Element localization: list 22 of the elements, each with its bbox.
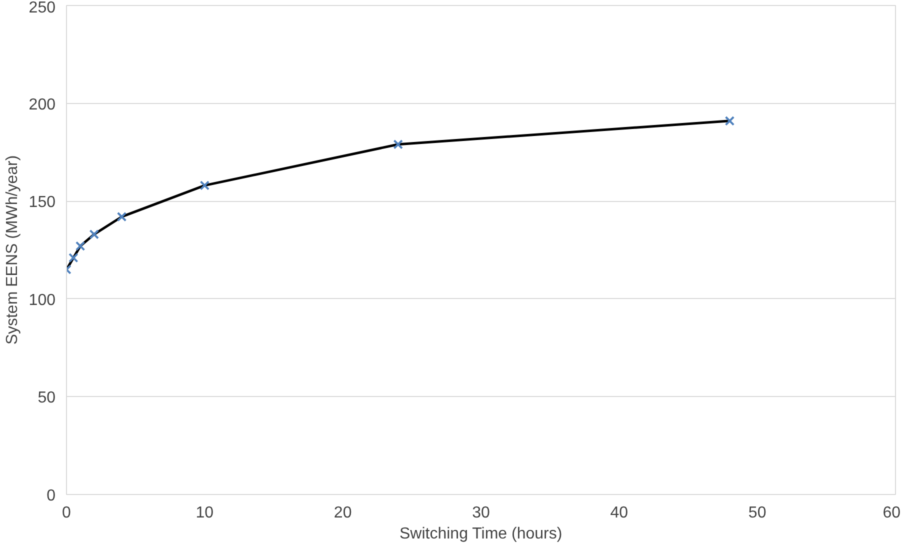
y-tick-label: 50 xyxy=(38,390,56,407)
x-tick-label: 10 xyxy=(196,504,214,522)
x-tick-label: 40 xyxy=(610,504,628,522)
point xyxy=(68,252,78,263)
x-tick-label: 0 xyxy=(62,504,72,522)
y-axis-title: System EENS (MWh/year) xyxy=(4,155,21,345)
point xyxy=(393,139,403,150)
point xyxy=(75,241,86,251)
y-tick-label: 100 xyxy=(28,292,56,309)
y-tick-label: 250 xyxy=(28,0,56,16)
point xyxy=(724,116,735,126)
x-axis-title: Switching Time (hours) xyxy=(399,526,562,542)
x-tick-label: 20 xyxy=(334,504,352,522)
point xyxy=(200,180,210,190)
y-tick-label: 200 xyxy=(28,96,56,114)
point xyxy=(89,229,100,240)
point xyxy=(116,212,127,222)
y-tick-label: 0 xyxy=(46,488,56,504)
x-tick-label: 60 xyxy=(882,504,901,522)
x-tick-label: 30 xyxy=(472,504,490,522)
x-tick-label: 50 xyxy=(748,504,766,522)
y-tick-label: 150 xyxy=(28,194,56,212)
